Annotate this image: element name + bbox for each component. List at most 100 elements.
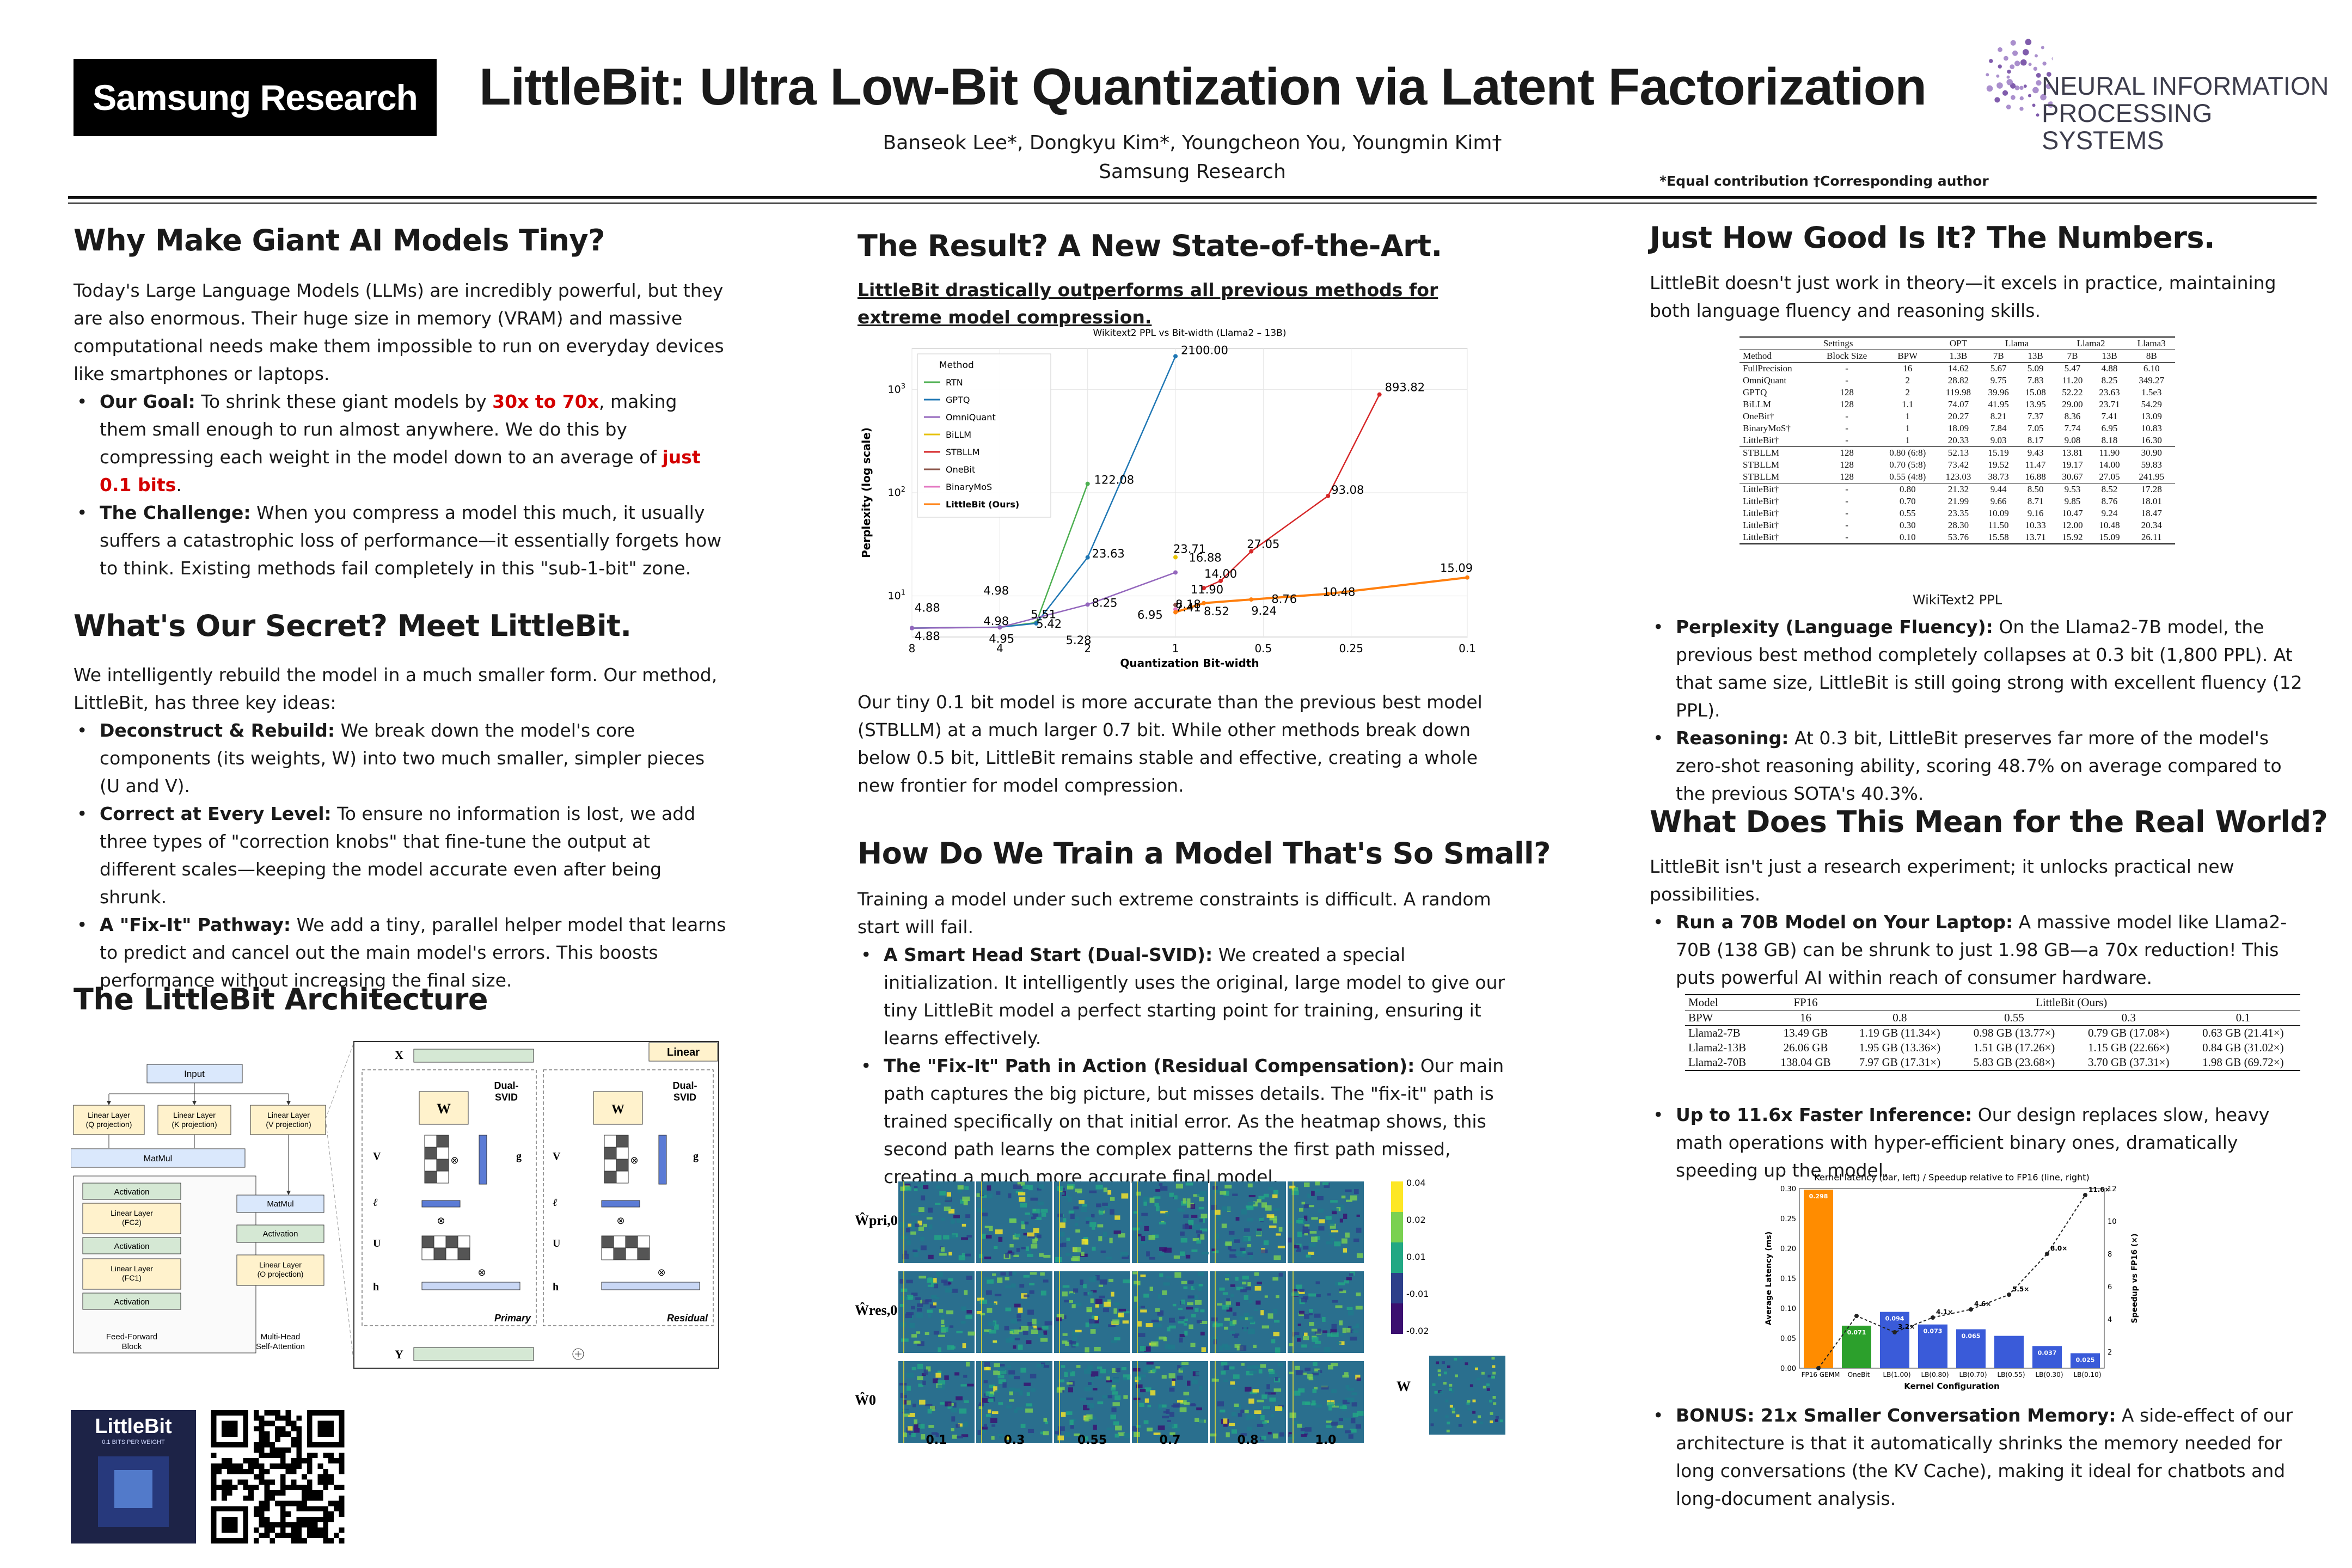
table-cell: 8.21 [1990,411,2007,421]
heatmap-patch [1247,1315,1254,1321]
heatmap-patch [995,1229,1003,1235]
heatmap-patch [1240,1410,1245,1413]
qr-module [328,1500,334,1506]
heatmap-patch [1065,1432,1070,1437]
heatmap-patch [982,1398,989,1403]
heatmap-patch [1064,1195,1069,1198]
heatmap-patch [1132,1368,1141,1372]
heatmap-patch [1181,1299,1185,1304]
heatmap-patch [1307,1193,1312,1198]
heatmap-patch [1215,1233,1220,1239]
heatmap-patch [1056,1313,1064,1319]
heatmap-patch [1191,1314,1196,1318]
y2-tick-label: 6 [2108,1283,2112,1291]
heatmap-patch [1038,1184,1044,1190]
heatmap-patch [1316,1196,1324,1200]
qr-code[interactable] [210,1410,346,1543]
heatmap-patch [928,1425,934,1428]
logo-dot [2051,57,2056,61]
qr-module [253,1485,259,1490]
heatmap-patch [1340,1333,1344,1336]
heatmap-patch [936,1185,941,1189]
heatmap-patch [1200,1214,1208,1218]
logo-dot [2033,66,2038,71]
heatmap-patch [1297,1338,1301,1342]
qr-module [264,1479,270,1485]
heatmap-patch [1316,1294,1321,1297]
heatmap-patch [1032,1319,1037,1324]
heatmap-patch [1199,1228,1208,1232]
heatmap-patch [961,1237,969,1240]
data-label: 14.00 [1204,567,1237,580]
data-label: 893.82 [1385,381,1425,394]
heatmap-patch [923,1369,928,1375]
qr-module [302,1500,307,1506]
table-cell: - [1845,363,1848,373]
heatmap-patch [1278,1272,1283,1277]
table-cell: 1.51 GB (17.26×) [1973,1041,2055,1054]
qr-module [243,1458,249,1463]
heatmap-patch [1107,1299,1111,1304]
heatmap-patch [935,1296,940,1300]
numbers-item: Perplexity (Language Fluency): On the Ll… [1650,613,2303,724]
heatmap-patch [910,1231,916,1235]
logo-dot [2028,94,2031,97]
qr-module [317,1506,323,1512]
heatmap-patch [1190,1204,1196,1210]
heatmap-patch [1150,1390,1156,1396]
table-cell: 0.30 [1899,520,1916,530]
logo-dot [2006,105,2011,109]
data-point [997,625,1002,630]
heatmap-patch [1162,1290,1167,1295]
qr-module [264,1527,270,1533]
heatmap-patch [1273,1332,1280,1337]
qr-module [280,1458,286,1463]
heatmap-patch [1302,1373,1307,1375]
numbers-intro: LittleBit doesn't just work in theory—it… [1650,272,2276,321]
heatmap-patch [904,1250,908,1255]
heatmap-patch [1243,1326,1247,1332]
heatmap-patch [1229,1249,1236,1252]
heatmap-patch [1029,1214,1033,1220]
legend-entry: OmniQuant [946,412,996,422]
binary-cell [616,1147,629,1160]
heatmap-patch [1076,1365,1081,1368]
heatmap-patch [1319,1219,1325,1223]
qr-module [291,1426,297,1432]
data-point [1173,555,1178,560]
heatmap-patch [1263,1406,1271,1410]
heatmap-patch [1057,1232,1065,1237]
heatmap-patch [1266,1214,1275,1218]
heatmap-patch [1303,1182,1310,1187]
heatmap-patch [1110,1209,1114,1215]
heatmap-patch [1069,1419,1074,1425]
heatmap-patch [1032,1209,1040,1214]
heatmap-patch [1298,1208,1303,1212]
kernel-y-label: Average Latency (ms) [1765,1232,1773,1325]
heatmap-patch [1113,1421,1119,1425]
table-cell: 1 [1905,411,1910,421]
heatmap-patch [997,1366,1006,1371]
heatmap-patch [1187,1380,1191,1386]
heatmap-patch [1030,1388,1036,1392]
heatmap-patch [1295,1284,1302,1289]
heatmap-patch [1021,1224,1026,1229]
heatmap-patch [953,1402,957,1408]
heatmap-patch [1009,1244,1014,1248]
qr-module [222,1479,227,1485]
heatmap-patch [1061,1242,1067,1247]
heatmap-patch [1357,1411,1364,1416]
table-cell: 1.15 GB (22.66×) [2087,1041,2170,1054]
heatmap-patch [1219,1287,1225,1291]
table-cell: 27.05 [2099,471,2120,482]
heatmap-patch [1252,1389,1259,1393]
qr-module [253,1511,259,1517]
l-vector [421,1200,461,1208]
heatmap-patch [1004,1326,1009,1331]
heatmap-patch [1220,1410,1226,1413]
heatmap-patch [958,1189,962,1193]
qr-module [339,1500,345,1506]
table-cell: 7.41 [2101,411,2118,421]
heatmap-patch [1311,1328,1318,1332]
heatmap-patch [1091,1214,1095,1218]
